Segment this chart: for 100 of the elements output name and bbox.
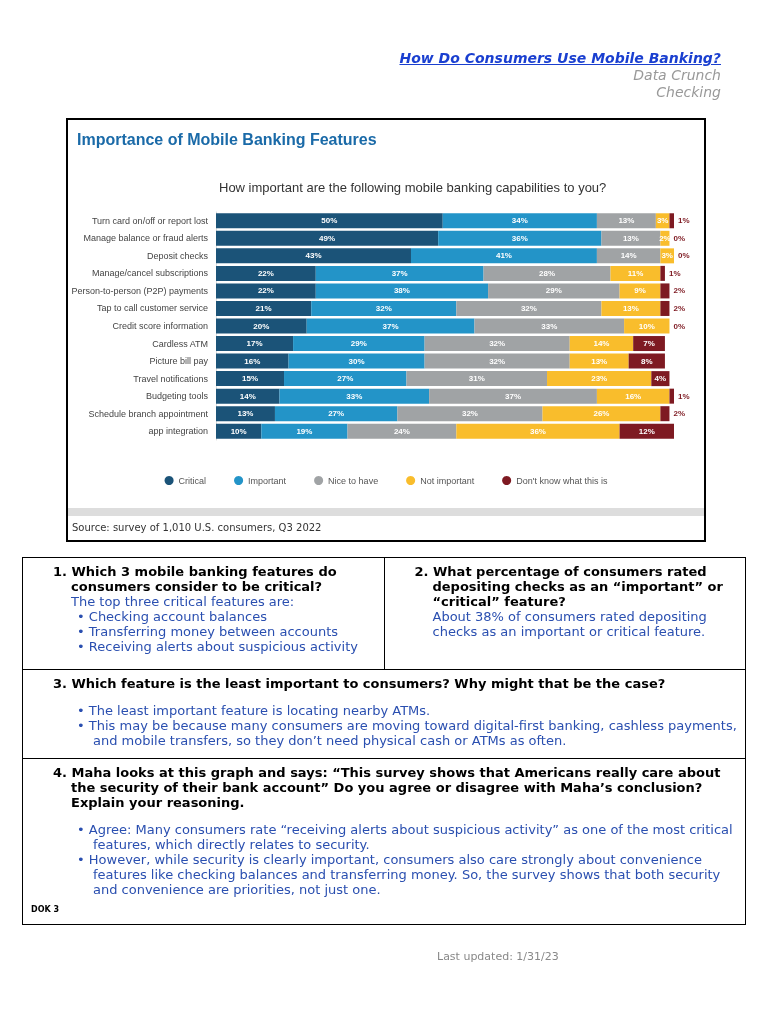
bar [442,213,597,229]
data-label: 22% [257,268,274,278]
bar [216,353,289,369]
data-label: 33% [541,321,558,331]
y-tick-label: Tap to call customer service [96,303,208,314]
data-label: 1% [668,268,681,278]
bar [216,388,280,404]
text: About 38% of consumers rated depositing checks as an important or critical feature. [431,609,708,639]
y-tick-label: Credit score information [112,321,208,331]
data-label: 32% [489,356,506,366]
data-label: 0% [678,251,690,261]
text: Last updated: 1/31/23 [437,950,559,963]
text: The top three critical features are: [70,594,296,609]
y-tick-label: Picture bill pay [149,356,209,367]
data-label: 36% [511,233,528,243]
data-label: 29% [350,339,367,349]
bar [293,336,425,352]
data-label: 29% [545,286,562,296]
data-label: 50% [321,216,338,226]
data-label: 43% [305,251,322,261]
bar [315,283,489,299]
bar [216,406,275,422]
text: • This may be because many consumers are moving toward digital-first banking, cashless payments, and mobile transfers, so they don’t need physical cash or ATMs as often. [76,718,737,748]
bar [542,406,661,422]
bar [660,406,670,422]
data-label: 14% [593,339,610,349]
data-label: 13% [622,303,639,313]
data-label: 13% [622,233,639,243]
text: Data Crunch [632,67,721,84]
bar [596,213,656,229]
data-label: 37% [382,321,399,331]
data-label: 23% [591,374,608,384]
y-tick-label: Travel notifications [133,373,209,384]
y-tick-label: Schedule branch appointment [88,408,209,419]
bar [306,318,475,334]
bar [633,336,665,352]
data-label: 3% [656,216,669,226]
bar [347,423,457,439]
bar [406,371,548,387]
data-label: 3% [661,251,673,261]
y-tick-label: Cardless ATM [152,338,208,349]
data-label: 15% [242,374,259,384]
bar [660,283,670,299]
data-label: 27% [328,409,345,419]
bar [216,318,307,334]
text: 4. Maha looks at this graph and says: “This survey shows that Americans really care about the security of their bank account” Do you agree or disagree with Maha’s conclusion? Explain your reasoning. [52,765,722,810]
bar [315,265,484,281]
data-label: 2% [673,286,686,296]
text: • However, while security is clearly important, consumers also care strongly about convenience features like checking balances and transferring money. So, the survey shows that both security and convenience are priorities, not just one. [76,852,722,897]
data-label: 31% [468,374,485,384]
bar [424,353,570,369]
data-label: 2% [673,303,686,313]
bar [216,336,294,352]
bar [288,353,425,369]
data-label: 28% [539,268,556,278]
bar [216,248,411,264]
bar [279,388,430,404]
data-label: 32% [489,339,506,349]
y-tick-label: Manage balance or fraud alerts [83,233,209,244]
data-label: 34% [511,216,528,226]
bar [284,371,407,387]
bar [474,318,625,334]
data-label: 1% [678,391,690,401]
data-label: 22% [257,286,274,296]
data-label: 13% [618,216,635,226]
legend-label: Not important [420,475,475,486]
bar [410,248,597,264]
legend-label: Important [248,475,287,486]
text: 3. Which feature is the least important to consumers? Why might that be the case? [52,676,667,691]
data-label: 14% [239,391,256,401]
bar [216,213,443,229]
bar [488,283,620,299]
bar [669,388,674,404]
data-label: 12% [638,426,655,436]
data-label: 13% [237,409,254,419]
bar [601,230,661,246]
bar [660,265,665,281]
text: • Receiving alerts about suspicious activity [76,639,359,654]
bar [397,406,543,422]
data-label: 32% [520,303,537,313]
bar [601,300,661,316]
data-label: 32% [461,409,478,419]
data-label: 20% [253,321,270,331]
bar [569,336,634,352]
data-label: 10% [638,321,655,331]
data-label: 7% [643,339,655,349]
chart-subtitle: How important are the following mobile banking capabilities to you? [219,180,607,195]
data-label: 11% [627,268,644,278]
data-label: 37% [391,268,408,278]
bar [216,371,285,387]
data-label: 14% [620,251,637,261]
text: 1. Which 3 mobile banking features do consumers consider to be critical? [52,564,338,594]
bar [311,300,457,316]
data-label: 33% [346,391,363,401]
chart-title: Importance of Mobile Banking Features [77,130,377,148]
text: • Transferring money between accounts [76,624,339,639]
bar [596,248,661,264]
data-label: 16% [244,356,261,366]
data-label: 2% [673,409,686,419]
data-label: 30% [348,356,365,366]
